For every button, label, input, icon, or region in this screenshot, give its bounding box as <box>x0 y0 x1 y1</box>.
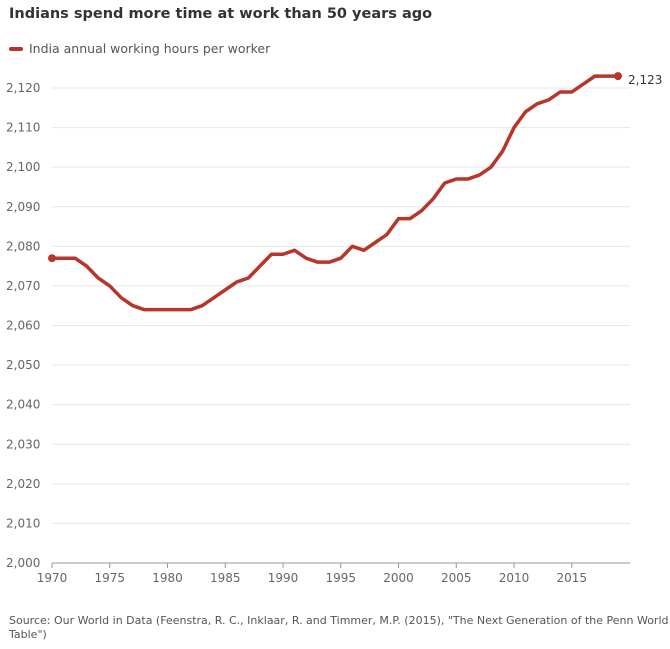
legend-swatch <box>9 46 23 51</box>
axes: 2,000 2,010 2,020 2,030 2,040 2,050 2,060 2,070… <box>6 81 630 585</box>
gridlines <box>52 87 630 524</box>
source-note: Source: Our World in Data (Feenstra, R. … <box>9 614 669 641</box>
y-tick-label: 2,010 <box>6 516 40 530</box>
x-tick-label: 1990 <box>268 571 299 585</box>
y-tick-label: 2,110 <box>6 121 40 135</box>
y-tick-label: 2,000 <box>6 556 40 570</box>
y-tick-label: 2,040 <box>6 398 40 412</box>
x-tick-label: 1995 <box>326 571 357 585</box>
x-tick-label: 1970 <box>37 571 68 585</box>
chart-title: Indians spend more time at work than 50 … <box>9 6 433 22</box>
legend: India annual working hours per worker <box>9 41 270 56</box>
y-tick-label: 2,090 <box>6 200 40 214</box>
x-tick-label: 1975 <box>94 571 125 585</box>
y-tick-label: 2,120 <box>6 81 40 95</box>
y-tick-label: 2,060 <box>6 319 40 333</box>
start-point <box>48 254 56 263</box>
y-tick-label: 2,080 <box>6 239 40 253</box>
x-tick-label: 2010 <box>499 571 530 585</box>
x-tick-label: 2015 <box>557 571 588 585</box>
y-tick-label: 2,050 <box>6 358 40 372</box>
y-tick-label: 2,070 <box>6 279 40 293</box>
x-tick-label: 2005 <box>441 571 472 585</box>
y-tick-label: 2,100 <box>6 160 40 174</box>
series-layer: 2,123 <box>48 72 662 312</box>
y-tick-label: 2,020 <box>6 477 40 491</box>
x-tick-label: 1985 <box>210 571 241 585</box>
x-tick-label: 2000 <box>383 571 414 585</box>
series-line <box>50 74 620 312</box>
legend-label: India annual working hours per worker <box>29 41 271 56</box>
end-point <box>614 72 622 81</box>
x-tick-label: 1980 <box>152 571 183 585</box>
end-value-label: 2,123 <box>628 73 662 87</box>
y-tick-label: 2,030 <box>6 437 40 451</box>
